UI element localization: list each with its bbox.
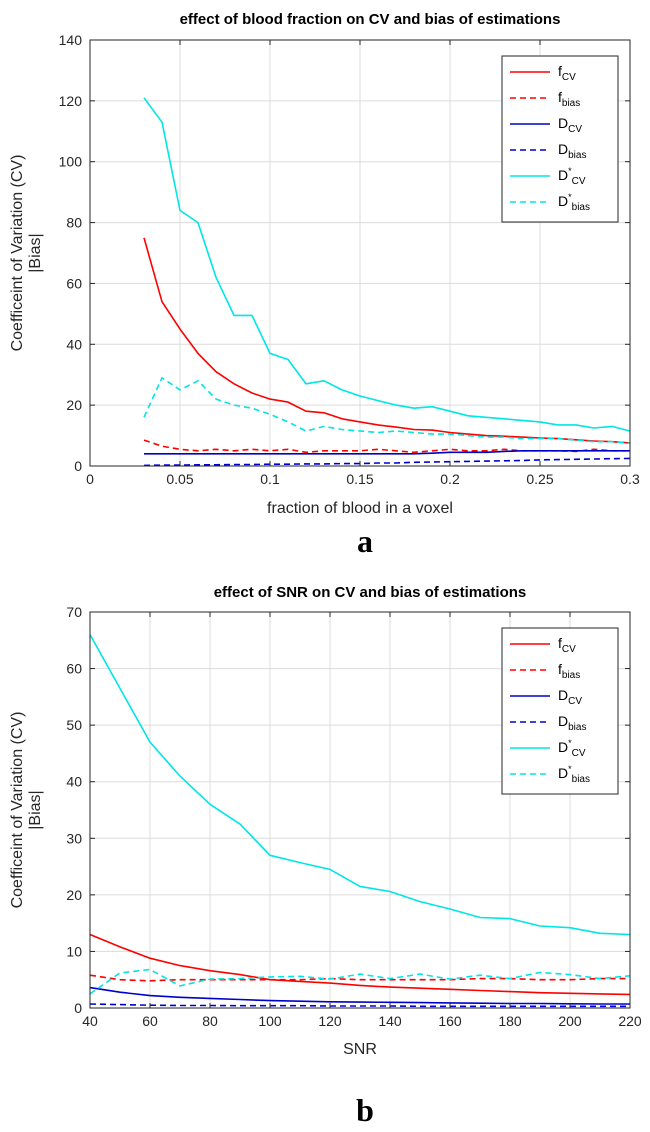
panel-label: b xyxy=(356,1092,374,1128)
x-axis-label: fraction of blood in a voxel xyxy=(267,500,453,517)
x-tick-label: 200 xyxy=(558,1013,582,1029)
series-line-f-CV xyxy=(89,933,631,996)
y-tick-label: 40 xyxy=(66,336,82,352)
series-line-D-bias xyxy=(89,1003,630,1008)
series-line-D-star-CV xyxy=(89,634,631,936)
panel-label: a xyxy=(357,523,373,559)
y-tick-label: 20 xyxy=(66,397,82,413)
y-tick-label: 30 xyxy=(66,830,82,846)
chart-a: 0 0.05 0.1 0.15 0.2 0.25 0.3 0 20 40 60 80 100 120 140… xyxy=(9,11,640,559)
y-tick-label: 70 xyxy=(66,604,82,620)
chart-title: effect of blood fraction on CV and bias … xyxy=(180,11,561,28)
legend-entry: Dbias xyxy=(558,713,586,733)
y-axis-label-line1: Coefficeint of Variation (CV) xyxy=(9,155,26,352)
legend-entry: fbias xyxy=(558,89,580,109)
axes-box xyxy=(89,611,631,1009)
x-tick-label: 160 xyxy=(438,1013,462,1029)
y-tick-label: 10 xyxy=(66,943,82,959)
x-tick-label: 0.15 xyxy=(346,471,373,487)
x-tick-label: 0.2 xyxy=(440,471,460,487)
chart-title: effect of SNR on CV and bias of estimati… xyxy=(214,584,527,601)
x-tick-label: 80 xyxy=(202,1013,218,1029)
series-line-D-CV xyxy=(144,449,630,455)
y-tick-label: 0 xyxy=(74,458,82,474)
legend-entry: D*bias xyxy=(558,192,590,213)
y-axis-label-line2: |Bias| xyxy=(27,790,44,829)
legend-entry: Dbias xyxy=(558,141,586,161)
y-tick-label: 120 xyxy=(59,93,83,109)
y-tick-label: 100 xyxy=(59,154,83,170)
x-tick-label: 60 xyxy=(142,1013,158,1029)
x-tick-label: 0.05 xyxy=(166,471,193,487)
legend-entry: fbias xyxy=(558,661,580,681)
legend-entry: fCV xyxy=(558,63,576,83)
x-tick-label: 220 xyxy=(618,1013,642,1029)
y-tick-label: 20 xyxy=(66,887,82,903)
series-line-D-CV xyxy=(89,986,630,1005)
legend-entry: fCV xyxy=(558,635,576,655)
legend-entry: D*bias xyxy=(558,764,590,785)
series-line-f-bias xyxy=(89,974,630,982)
legend: fCV fbias DCV Dbias D*CV D*bias xyxy=(501,627,619,795)
y-axis-label-line1: Coefficeint of Variation (CV) xyxy=(9,712,26,909)
y-tick-label: 60 xyxy=(66,661,82,677)
chart-b: 40 60 80 100 120 140 160 180 200 220 0 10 20 30 40 50 60… xyxy=(9,584,642,1128)
legend-entry: D*CV xyxy=(558,738,586,759)
series-line-f-bias xyxy=(143,439,630,454)
x-tick-label: 0.1 xyxy=(260,471,280,487)
y-axis-label: Coefficeint of Variation (CV) |Bias| xyxy=(9,155,44,352)
legend-entry: DCV xyxy=(558,115,582,135)
series-line-D-bias xyxy=(143,457,631,467)
legend-box xyxy=(501,55,619,223)
x-tick-label: 0 xyxy=(86,471,94,487)
series-line-D-star-CV xyxy=(143,97,631,432)
x-tick-label: 100 xyxy=(258,1013,282,1029)
x-tick-label: 180 xyxy=(498,1013,522,1029)
y-axis-label: Coefficeint of Variation (CV) |Bias| xyxy=(9,712,44,909)
series-line-D-star-bias xyxy=(143,376,631,444)
legend-entry: DCV xyxy=(558,687,582,707)
x-tick-label: 140 xyxy=(378,1013,402,1029)
y-tick-label: 50 xyxy=(66,717,82,733)
x-tick-label: 120 xyxy=(318,1013,342,1029)
y-tick-label: 60 xyxy=(66,275,82,291)
y-tick-label: 40 xyxy=(66,774,82,790)
legend: fCV fbias DCV Dbias D*CV D*bias xyxy=(501,55,619,223)
series-line-D-star-bias xyxy=(89,968,631,995)
y-tick-label: 140 xyxy=(59,32,83,48)
y-tick-label: 80 xyxy=(66,215,82,231)
legend-box xyxy=(501,627,619,795)
x-tick-label: 0.25 xyxy=(526,471,553,487)
x-tick-label: 0.3 xyxy=(620,471,640,487)
y-tick-label: 0 xyxy=(74,1000,82,1016)
y-axis-label-line2: |Bias| xyxy=(27,233,44,272)
x-axis-label: SNR xyxy=(343,1041,377,1058)
x-tick-label: 40 xyxy=(82,1013,98,1029)
legend-entry: D*CV xyxy=(558,166,586,187)
